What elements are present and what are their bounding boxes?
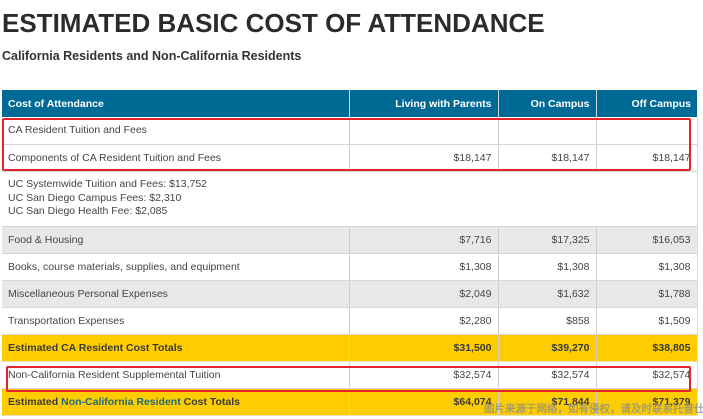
row-label: CA Resident Tuition and Fees	[2, 117, 350, 145]
column-header-cost: Cost of Attendance	[2, 90, 350, 117]
row-label: Food & Housing	[2, 226, 350, 254]
column-header-off-campus: Off Campus	[596, 90, 697, 117]
cell-on-campus: $32,574	[498, 361, 597, 389]
row-label: Miscellaneous Personal Expenses	[2, 280, 350, 308]
cell-on-campus: $18,147	[498, 144, 597, 172]
cell-off-campus: $32,574	[596, 361, 698, 389]
cost-of-attendance-table: Cost of Attendance Living with Parents O…	[2, 90, 698, 416]
cell-on-campus: $858	[498, 307, 597, 335]
table-row-components-ca-tuition: Components of CA Resident Tuition and Fe…	[2, 144, 698, 172]
cell-on-campus	[498, 117, 597, 145]
cell-on-campus: $1,308	[498, 253, 597, 281]
cell-on-campus: $1,632	[498, 280, 597, 308]
breakdown-health-fee: UC San Diego Health Fee: $2,085	[8, 205, 168, 218]
cell-living-with-parents: $7,716	[349, 226, 499, 254]
table-header-row: Cost of Attendance Living with Parents O…	[2, 90, 697, 117]
cell-off-campus: $18,147	[596, 144, 698, 172]
cell-on-campus: $39,270	[498, 334, 597, 362]
table-row-ca-tuition-fees: CA Resident Tuition and Fees	[2, 117, 698, 145]
cell-off-campus	[596, 117, 698, 145]
row-label: Estimated Non-California Resident Cost T…	[2, 388, 350, 416]
breakdown-systemwide-tuition: UC Systemwide Tuition and Fees: $13,752	[8, 178, 208, 191]
table-row-ca-totals: Estimated CA Resident Cost Totals $31,50…	[2, 334, 698, 362]
non-california-resident-link[interactable]: Non-California Resident	[61, 395, 181, 408]
label-part: Estimated	[8, 395, 62, 408]
cell-on-campus: $71,844	[498, 388, 597, 416]
tuition-breakdown-cell: UC Systemwide Tuition and Fees: $13,752 …	[2, 171, 698, 227]
cell-living-with-parents: $1,308	[349, 253, 499, 281]
label-part: Cost Totals	[180, 395, 241, 408]
column-header-living-with-parents: Living with Parents	[349, 90, 499, 117]
page-title: ESTIMATED BASIC COST OF ATTENDANCE	[2, 8, 545, 38]
cell-living-with-parents: $2,049	[349, 280, 499, 308]
cell-living-with-parents	[349, 117, 499, 145]
table-row-books-supplies: Books, course materials, supplies, and e…	[2, 253, 698, 281]
cell-on-campus: $17,325	[498, 226, 597, 254]
column-header-on-campus: On Campus	[498, 90, 597, 117]
cell-off-campus: $38,805	[596, 334, 698, 362]
cell-off-campus: $1,788	[596, 280, 698, 308]
page-subtitle: California Residents and Non-California …	[2, 49, 302, 63]
cell-living-with-parents: $64,074	[349, 388, 499, 416]
row-label: Books, course materials, supplies, and e…	[2, 253, 350, 281]
cell-living-with-parents: $2,280	[349, 307, 499, 335]
watermark-text: 图片来源于网络，如有侵权，请及时联系托普仕留学删除	[484, 403, 703, 415]
row-label: Estimated CA Resident Cost Totals	[2, 334, 350, 362]
breakdown-campus-fees: UC San Diego Campus Fees: $2,310	[8, 191, 182, 204]
cell-off-campus: $1,308	[596, 253, 698, 281]
cell-living-with-parents: $18,147	[349, 144, 499, 172]
table-row-misc-personal: Miscellaneous Personal Expenses $2,049 $…	[2, 280, 698, 308]
table-row-nonresident-supplemental: Non-California Resident Supplemental Tui…	[2, 361, 698, 389]
table-row-nonresident-totals: Estimated Non-California Resident Cost T…	[2, 388, 698, 416]
row-label: Transportation Expenses	[2, 307, 350, 335]
table-row-transportation: Transportation Expenses $2,280 $858 $1,5…	[2, 307, 698, 335]
cell-off-campus: $16,053	[596, 226, 698, 254]
cell-living-with-parents: $32,574	[349, 361, 499, 389]
table-row-tuition-breakdown: UC Systemwide Tuition and Fees: $13,752 …	[2, 171, 698, 227]
cell-living-with-parents: $31,500	[349, 334, 499, 362]
cell-off-campus: $1,509	[596, 307, 698, 335]
cell-off-campus: $71,379	[596, 388, 698, 416]
table-row-food-housing: Food & Housing $7,716 $17,325 $16,053	[2, 226, 698, 254]
row-label: Non-California Resident Supplemental Tui…	[2, 361, 350, 389]
row-label: Components of CA Resident Tuition and Fe…	[2, 144, 350, 172]
